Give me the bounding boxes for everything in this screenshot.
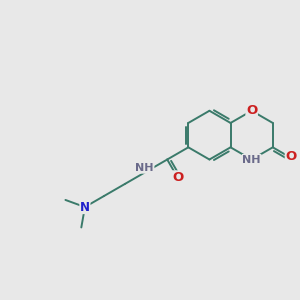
- Text: O: O: [246, 104, 257, 117]
- Text: N: N: [80, 200, 90, 214]
- Text: O: O: [172, 171, 183, 184]
- Text: O: O: [285, 151, 297, 164]
- Text: NH: NH: [242, 154, 261, 164]
- Text: NH: NH: [135, 163, 154, 173]
